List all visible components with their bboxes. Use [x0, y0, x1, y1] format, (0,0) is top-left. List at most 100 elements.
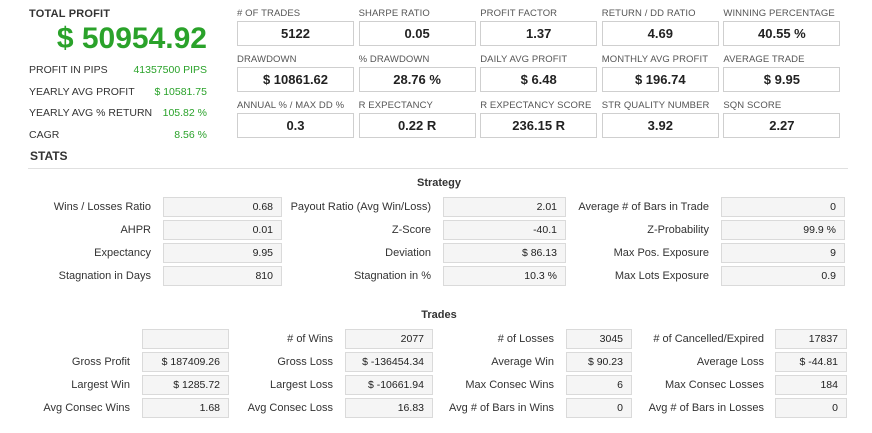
stat-value: 2.01 [443, 197, 566, 217]
trade-value: 1.68 [142, 398, 229, 418]
summary-value: 8.56 % [174, 128, 207, 141]
metric-value: 0.22 R [358, 113, 476, 138]
stat-label: AHPR [120, 224, 151, 236]
stats-divider [28, 168, 848, 169]
stat-label: Deviation [385, 247, 431, 259]
trade-value: $ 90.23 [566, 352, 632, 372]
trades-heading: Trades [421, 309, 457, 321]
metric-value: 5122 [237, 21, 354, 46]
trade-label: Average Loss [696, 356, 764, 368]
metric-sharpe: SHARPE RATIO 0.05 [358, 8, 481, 54]
trade-value: 184 [775, 375, 847, 395]
trade-value: 16.83 [345, 398, 433, 418]
stat-value: 10.3 % [443, 266, 566, 286]
trade-label: Avg Consec Loss [247, 402, 333, 414]
stat-label: Max Lots Exposure [614, 270, 709, 282]
metric-daily-avg: DAILY AVG PROFIT $ 6.48 [480, 54, 602, 100]
total-profit-value: $ 50954.92 [56, 22, 207, 55]
metric-label: # OF TRADES [237, 8, 301, 19]
stat-value: 0.9 [721, 266, 845, 286]
trade-label: Max Consec Losses [664, 379, 764, 391]
metric-label: SQN SCORE [723, 100, 782, 111]
stat-value: 810 [163, 266, 282, 286]
stat-value: 99.9 % [721, 220, 845, 240]
summary-row-yearly-return: YEARLY AVG % RETURN 105.82 % [29, 107, 207, 129]
metric-label: AVERAGE TRADE [723, 54, 805, 65]
metric-average-trade: AVERAGE TRADE $ 9.95 [723, 54, 845, 100]
stat-label: Z-Probability [647, 224, 709, 236]
metric-label: DAILY AVG PROFIT [480, 54, 568, 65]
trade-label: Average Win [491, 356, 554, 368]
strategy-heading: Strategy [416, 177, 462, 189]
stat-label: Expectancy [94, 247, 151, 259]
summary-row-cagr: CAGR 8.56 % [29, 129, 207, 151]
metric-profit-factor: PROFIT FACTOR 1.37 [480, 8, 602, 54]
metric-annual-maxdd: ANNUAL % / MAX DD % 0.3 [237, 100, 359, 146]
metric-label: % DRAWDOWN [358, 54, 430, 65]
total-profit-label: TOTAL PROFIT [29, 8, 111, 20]
metric-value: 236.15 R [480, 113, 598, 138]
metric-label: R EXPECTANCY [358, 100, 433, 111]
trade-value: 17837 [775, 329, 847, 349]
metric-winning-pct: WINNING PERCENTAGE 40.55 % [723, 8, 845, 54]
summary-value: $ 10581.75 [154, 85, 207, 98]
trade-value: 0 [566, 398, 632, 418]
summary-label: CAGR [29, 128, 60, 141]
metric-value: 40.55 % [723, 21, 841, 46]
summary-row-yearly-avg-profit: YEARLY AVG PROFIT $ 10581.75 [29, 86, 207, 108]
stats-heading: STATS [30, 149, 68, 163]
metric-label: WINNING PERCENTAGE [723, 8, 835, 19]
metric-label: R EXPECTANCY SCORE [480, 100, 592, 111]
stat-label: Wins / Losses Ratio [53, 201, 151, 213]
trade-label: Gross Profit [71, 356, 130, 368]
stat-value: 0.68 [163, 197, 282, 217]
metric-value: 0.05 [358, 21, 476, 46]
metric-value: 4.69 [601, 21, 719, 46]
summary-label: PROFIT IN PIPS [29, 64, 108, 76]
metric-sqn-score: SQN SCORE 2.27 [723, 100, 845, 146]
trade-value: 3045 [566, 329, 632, 349]
metric-label: ANNUAL % / MAX DD % [237, 100, 345, 111]
trade-value: 6 [566, 375, 632, 395]
summary-label: YEARLY AVG PROFIT [29, 85, 135, 98]
metrics-grid: # OF TRADES 5122 SHARPE RATIO 0.05 PROFIT … [237, 8, 845, 146]
stat-label: Max Pos. Exposure [613, 247, 709, 259]
trade-value: $ 1285.72 [142, 375, 229, 395]
metric-label: DRAWDOWN [237, 54, 297, 65]
metric-value: 1.37 [480, 21, 598, 46]
trade-label: Largest Loss [270, 379, 333, 391]
metric-value: 28.76 % [358, 67, 476, 92]
trade-label: Max Consec Wins [465, 379, 554, 391]
summary-value: 105.82 % [162, 107, 207, 119]
trade-value: 2077 [345, 329, 433, 349]
metric-value: 2.27 [723, 113, 841, 138]
stat-value: 9.95 [163, 243, 282, 263]
trade-label: Gross Loss [277, 356, 333, 368]
metric-value: $ 196.74 [601, 67, 719, 92]
metric-label: PROFIT FACTOR [480, 8, 558, 19]
metric-label: RETURN / DD RATIO [601, 8, 696, 19]
metric-value: 0.3 [237, 113, 354, 138]
metric-pct-drawdown: % DRAWDOWN 28.76 % [358, 54, 481, 100]
stat-label: Stagnation in Days [58, 270, 151, 282]
metric-value: $ 6.48 [480, 67, 598, 92]
profit-summary: TOTAL PROFIT $ 50954.92 PROFIT IN PIPS 41… [29, 8, 207, 150]
trade-value: $ -44.81 [775, 352, 847, 372]
metric-label: SHARPE RATIO [358, 8, 430, 19]
metric-trades: # OF TRADES 5122 [237, 8, 359, 54]
metric-value: $ 9.95 [723, 67, 841, 92]
summary-rows: PROFIT IN PIPS 41357500 PIPS YEARLY AVG P… [29, 64, 207, 150]
trade-value: $ -136454.34 [345, 352, 433, 372]
trade-label: # of Wins [287, 333, 333, 345]
trade-label: Avg # of Bars in Losses [648, 402, 764, 414]
metric-label: STR QUALITY NUMBER [601, 100, 710, 111]
stat-label: Average # of Bars in Trade [578, 201, 709, 213]
trade-value: $ -10661.94 [345, 375, 433, 395]
metric-monthly-avg: MONTHLY AVG PROFIT $ 196.74 [601, 54, 724, 100]
metric-str-quality: STR QUALITY NUMBER 3.92 [601, 100, 724, 146]
trade-label: # of Cancelled/Expired [653, 333, 764, 345]
stat-label: Payout Ratio (Avg Win/Loss) [290, 201, 431, 213]
metric-value: $ 10861.62 [237, 67, 354, 92]
stat-value: -40.1 [443, 220, 566, 240]
stat-value: 0.01 [163, 220, 282, 240]
